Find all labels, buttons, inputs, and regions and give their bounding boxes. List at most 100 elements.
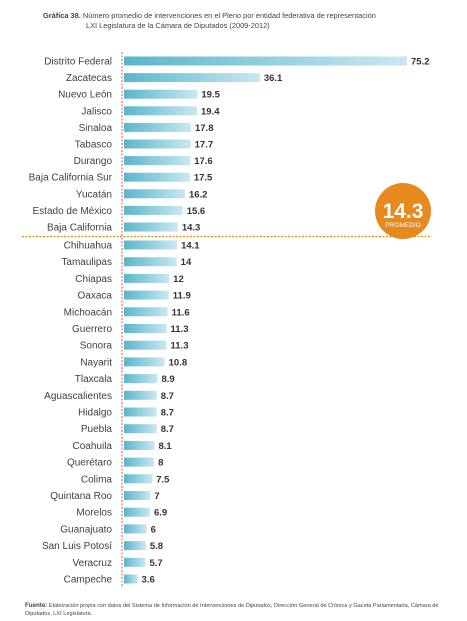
bar bbox=[124, 205, 183, 215]
category-label: Durango bbox=[74, 156, 113, 167]
value-label: 36.1 bbox=[264, 73, 283, 84]
source-note: Fuente: Elaboración propia con datos del… bbox=[25, 602, 445, 618]
value-label: 5.7 bbox=[149, 558, 162, 569]
category-label: Querétaro bbox=[67, 458, 112, 469]
value-label: 12 bbox=[173, 274, 184, 285]
bar bbox=[124, 390, 157, 400]
bar bbox=[124, 557, 146, 567]
bar bbox=[124, 324, 167, 333]
source-label: Fuente: bbox=[25, 602, 48, 609]
bar bbox=[124, 541, 146, 551]
source-text: Elaboración propia con datos del Sistema… bbox=[25, 603, 439, 617]
value-label: 17.5 bbox=[194, 173, 213, 184]
bar bbox=[124, 424, 157, 434]
bar bbox=[124, 73, 260, 83]
value-label: 7 bbox=[154, 491, 159, 502]
bar bbox=[124, 407, 157, 417]
bar bbox=[124, 574, 138, 584]
value-label: 6.9 bbox=[154, 508, 167, 519]
value-label: 8.7 bbox=[161, 424, 174, 435]
bar bbox=[124, 307, 168, 317]
category-label: Aguascalientes bbox=[44, 391, 112, 402]
category-label: Hidalgo bbox=[78, 408, 112, 419]
value-label: 8.7 bbox=[161, 391, 174, 402]
bar bbox=[124, 56, 407, 66]
category-label: Nuevo León bbox=[58, 90, 112, 101]
value-label: 5.8 bbox=[150, 541, 163, 552]
bar bbox=[124, 172, 190, 182]
category-label: Yucatán bbox=[76, 189, 112, 200]
category-label: Guerrero bbox=[72, 324, 112, 335]
bar bbox=[124, 457, 155, 467]
category-label: Zacatecas bbox=[66, 73, 112, 84]
category-label: Morelos bbox=[76, 508, 112, 519]
value-label: 11.3 bbox=[171, 324, 189, 335]
value-label: 8.9 bbox=[161, 374, 174, 385]
category-label: Sonora bbox=[80, 341, 113, 352]
chart-title-line1: Número promedio de intervenciones en el … bbox=[82, 11, 376, 20]
value-label: 8.7 bbox=[161, 408, 174, 419]
value-label: 8 bbox=[158, 458, 163, 469]
category-label: Sinaloa bbox=[79, 123, 113, 134]
value-label: 75.2 bbox=[411, 57, 430, 68]
category-label: Estado de México bbox=[33, 206, 113, 217]
value-label: 14.1 bbox=[181, 241, 200, 252]
bar bbox=[124, 106, 198, 116]
category-label: Oaxaca bbox=[78, 291, 113, 302]
bar bbox=[124, 524, 147, 534]
value-label: 7.5 bbox=[156, 474, 170, 485]
category-label: Baja California bbox=[47, 223, 112, 234]
category-label: Quintana Roo bbox=[50, 491, 112, 502]
value-label: 6 bbox=[151, 524, 156, 535]
value-label: 8.1 bbox=[158, 441, 172, 452]
bar bbox=[124, 139, 191, 149]
bar bbox=[124, 189, 185, 199]
value-label: 14 bbox=[181, 257, 192, 268]
category-label: Guanajuato bbox=[60, 524, 112, 535]
category-label: Campeche bbox=[64, 575, 113, 586]
category-label: San Luis Potosí bbox=[42, 541, 112, 552]
value-label: 15.6 bbox=[187, 206, 206, 217]
average-label: PROMEDIO bbox=[385, 222, 420, 229]
bar bbox=[124, 440, 155, 450]
bar bbox=[124, 240, 178, 250]
value-label: 19.4 bbox=[201, 106, 220, 117]
chart-title: Gráfica 38. Número promedio de intervenc… bbox=[43, 11, 453, 31]
value-label: 16.2 bbox=[189, 189, 208, 200]
bar bbox=[124, 340, 167, 350]
bar bbox=[124, 374, 158, 384]
category-label: Tabasco bbox=[75, 140, 113, 151]
category-label: Colima bbox=[81, 474, 113, 485]
category-label: Chiapas bbox=[75, 274, 112, 285]
value-label: 11.9 bbox=[173, 291, 191, 302]
value-label: 17.8 bbox=[195, 123, 214, 134]
bar bbox=[124, 507, 150, 517]
category-label: Jalisco bbox=[81, 106, 112, 117]
value-label: 17.6 bbox=[194, 156, 213, 167]
category-label: Tamaulipas bbox=[61, 257, 112, 268]
category-label: Distrito Federal bbox=[44, 57, 112, 68]
category-label: Michoacán bbox=[64, 307, 112, 318]
bar bbox=[124, 222, 178, 232]
bar bbox=[124, 491, 151, 500]
bar bbox=[124, 156, 191, 166]
bar bbox=[124, 290, 169, 300]
value-label: 17.7 bbox=[195, 140, 214, 151]
average-badge-circle bbox=[375, 183, 431, 239]
value-label: 11.3 bbox=[171, 341, 189, 352]
bar bbox=[124, 474, 153, 484]
chart-title-label: Gráfica 38. bbox=[43, 11, 81, 20]
value-label: 19.5 bbox=[201, 90, 220, 101]
category-label: Chihuahua bbox=[64, 241, 113, 252]
category-label: Veracruz bbox=[73, 558, 112, 569]
category-label: Nayarit bbox=[80, 357, 112, 368]
average-badge: 14.3 PROMEDIO bbox=[375, 183, 431, 239]
category-label: Baja California Sur bbox=[29, 173, 113, 184]
category-label: Coahuila bbox=[73, 441, 113, 452]
bar bbox=[124, 89, 198, 99]
bar bbox=[124, 122, 191, 132]
value-label: 10.8 bbox=[169, 357, 188, 368]
value-label: 14.3 bbox=[182, 223, 201, 234]
value-label: 11.6 bbox=[172, 307, 190, 318]
